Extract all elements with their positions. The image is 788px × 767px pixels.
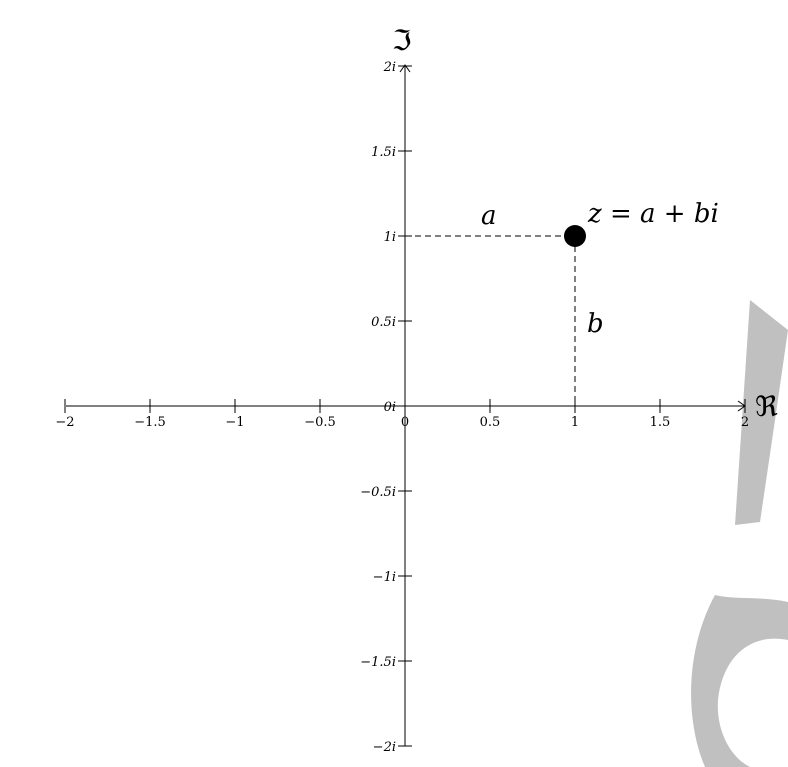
y-tick-label: 1.5i <box>371 145 396 160</box>
y-tick-label: 2i <box>383 60 396 75</box>
y-tick-label: −1.5i <box>360 655 396 670</box>
watermark-logo <box>691 300 788 767</box>
label-z: z = a + bi <box>587 199 719 229</box>
y-tick-label: 1i <box>384 230 396 245</box>
watermark-upper-shape <box>735 300 788 525</box>
x-tick-label: 0 <box>401 415 409 430</box>
y-tick-label: −2i <box>373 740 396 755</box>
y-tick-label: −1i <box>373 570 396 585</box>
y-tick-label: 0.5i <box>371 315 396 330</box>
label-b: b <box>587 309 604 339</box>
x-tick-label: 0.5 <box>480 415 501 430</box>
x-tick-label: −1 <box>225 415 244 430</box>
x-tick-label: −1.5 <box>134 415 166 430</box>
x-tick-label: 1 <box>571 415 579 430</box>
imag-axis-arrow <box>399 64 411 73</box>
x-tick-label: −2 <box>55 415 74 430</box>
imag-axis-label: ℑ <box>392 24 412 57</box>
y-tick-label: 0i <box>384 400 396 415</box>
y-tick-label: −0.5i <box>360 485 396 500</box>
y-ticks: 2i 1.5i 1i 0.5i 0i −0.5i −1i −1.5i −2i <box>360 60 412 755</box>
real-axis-label: ℜ <box>755 390 778 423</box>
x-tick-label: 2 <box>741 415 749 430</box>
x-tick-label: −0.5 <box>304 415 336 430</box>
point-z <box>564 225 586 247</box>
x-tick-label: 1.5 <box>650 415 671 430</box>
watermark-lower-shape <box>691 595 788 767</box>
label-a: a <box>481 201 497 231</box>
x-ticks: −2 −1.5 −1 −0.5 0 0.5 1 1.5 2 <box>55 399 749 430</box>
